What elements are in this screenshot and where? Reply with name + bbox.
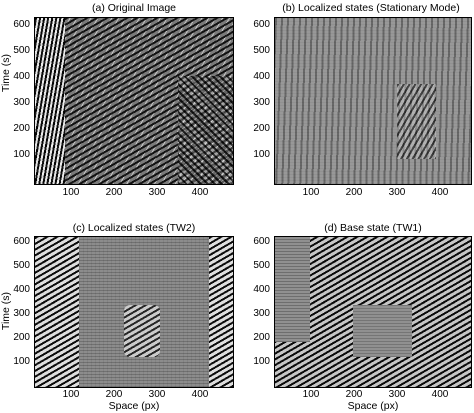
y-tick-label: 200 xyxy=(13,332,30,343)
texture-band xyxy=(35,18,65,184)
y-tick-label: 500 xyxy=(253,260,270,271)
y-tick-label: 300 xyxy=(253,97,270,108)
x-tick-label: 200 xyxy=(105,187,123,198)
x-tick-label: 400 xyxy=(431,389,449,400)
texture-band xyxy=(177,76,233,184)
y-tick-label: 100 xyxy=(13,149,30,160)
y-axis-label: Time (s) xyxy=(0,53,12,93)
y-tick-label: 600 xyxy=(13,236,30,247)
x-axis-label: Space (px) xyxy=(347,400,399,412)
texture-band xyxy=(209,237,233,387)
x-tick-label: 100 xyxy=(62,389,80,400)
y-tick-label: 600 xyxy=(253,236,270,247)
x-tick-label: 300 xyxy=(388,389,406,400)
x-tick-label: 100 xyxy=(302,389,320,400)
image-plot xyxy=(34,236,234,388)
y-tick-label: 500 xyxy=(253,45,270,56)
y-tick-label: 200 xyxy=(13,123,30,134)
x-tick-label: 400 xyxy=(191,389,209,400)
x-tick-label: 400 xyxy=(431,187,449,198)
y-tick-label: 400 xyxy=(253,284,270,295)
x-tick-label: 300 xyxy=(148,389,166,400)
y-tick-label: 400 xyxy=(253,71,270,82)
y-tick-label: 400 xyxy=(13,284,30,295)
y-tick-label: 400 xyxy=(13,71,30,82)
texture-band xyxy=(124,304,160,357)
x-tick-label: 300 xyxy=(148,187,166,198)
x-tick-label: 100 xyxy=(302,187,320,198)
y-tick-label: 200 xyxy=(253,123,270,134)
x-tick-label: 200 xyxy=(105,389,123,400)
panel-title: (d) Base state (TW1) xyxy=(324,222,422,234)
x-tick-label: 200 xyxy=(345,389,363,400)
image-plot xyxy=(34,17,234,185)
y-tick-label: 200 xyxy=(253,332,270,343)
x-tick-label: 300 xyxy=(388,187,406,198)
y-tick-label: 100 xyxy=(253,149,270,160)
y-axis-label: Time (s) xyxy=(0,291,12,331)
y-tick-label: 600 xyxy=(13,19,30,30)
x-tick-label: 200 xyxy=(345,187,363,198)
image-plot xyxy=(274,236,472,388)
y-tick-label: 500 xyxy=(13,260,30,271)
panel-title: (a) Original Image xyxy=(91,2,177,14)
texture-band xyxy=(275,237,311,342)
texture-band xyxy=(353,304,413,357)
texture-band xyxy=(396,84,436,160)
texture-band xyxy=(35,237,79,387)
x-axis-label: Space (px) xyxy=(108,400,160,412)
x-tick-label: 100 xyxy=(62,187,80,198)
y-tick-label: 300 xyxy=(13,308,30,319)
y-tick-label: 600 xyxy=(253,19,270,30)
image-plot xyxy=(274,17,472,185)
panel-title: (b) Localized states (Stationary Mode) xyxy=(282,2,460,14)
y-tick-label: 100 xyxy=(13,356,30,367)
y-tick-label: 300 xyxy=(13,97,30,108)
x-tick-label: 400 xyxy=(191,187,209,198)
y-tick-label: 500 xyxy=(13,45,30,56)
y-tick-label: 100 xyxy=(253,356,270,367)
panel-title: (c) Localized states (TW2) xyxy=(72,222,196,234)
y-tick-label: 300 xyxy=(253,308,270,319)
